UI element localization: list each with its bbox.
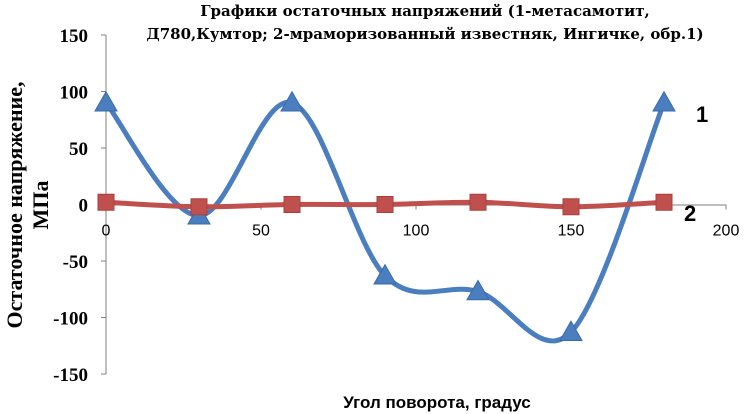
x-tick-label: 0 xyxy=(102,223,111,240)
series-1-point xyxy=(373,263,397,285)
series-2-point xyxy=(283,196,301,213)
y-axis-label-line-1: Остаточное напряжение, xyxy=(2,82,27,329)
series-1-point xyxy=(559,320,583,341)
y-tick-label: -50 xyxy=(63,252,88,273)
x-tick-label: 100 xyxy=(403,223,430,240)
series-2-point xyxy=(655,193,673,211)
y-tick-label: 150 xyxy=(60,26,89,47)
series-1-label: 1 xyxy=(696,102,708,127)
plot-series xyxy=(94,90,676,344)
x-tick-label: 150 xyxy=(558,223,585,240)
series-2-label: 2 xyxy=(684,201,696,226)
y-axis-label: Остаточное напряжение, МПа xyxy=(2,82,53,329)
y-axis-ticks: 150 100 50 0 -50 -100 -150 xyxy=(53,26,106,386)
x-axis-ticks: 0 50 100 150 200 xyxy=(102,204,740,240)
y-tick-label: 0 xyxy=(79,196,89,217)
series-2-point xyxy=(376,196,394,213)
chart-title: Графики остаточных напряжений (1-метасам… xyxy=(146,2,703,43)
title-line-1: Графики остаточных напряжений (1-метасам… xyxy=(200,2,650,20)
y-tick-label: -100 xyxy=(53,309,88,330)
series-labels: 1 2 xyxy=(684,102,708,226)
x-tick-label: 200 xyxy=(713,223,740,240)
series-1-point xyxy=(652,90,676,112)
series-2-point xyxy=(190,198,208,216)
series-2 xyxy=(97,193,673,216)
series-1-point xyxy=(466,279,490,301)
series-1-point xyxy=(280,90,304,112)
y-tick-label: 100 xyxy=(60,83,89,104)
y-axis-label-line-2: МПа xyxy=(28,181,53,230)
x-tick-label: 50 xyxy=(252,223,270,240)
series-1 xyxy=(94,90,676,344)
series-2-point xyxy=(469,193,487,211)
series-1-point xyxy=(94,90,118,112)
title-line-2: Д780,Кумтор; 2-мраморизованный известняк… xyxy=(146,25,703,43)
y-axis: 150 100 50 0 -50 -100 -150 xyxy=(53,26,107,386)
y-tick-label: 50 xyxy=(69,139,88,160)
x-axis-label: Угол поворота, градус xyxy=(343,393,531,412)
series-2-point xyxy=(97,193,115,211)
series-2-point xyxy=(562,198,580,216)
y-tick-label: -150 xyxy=(53,365,88,386)
